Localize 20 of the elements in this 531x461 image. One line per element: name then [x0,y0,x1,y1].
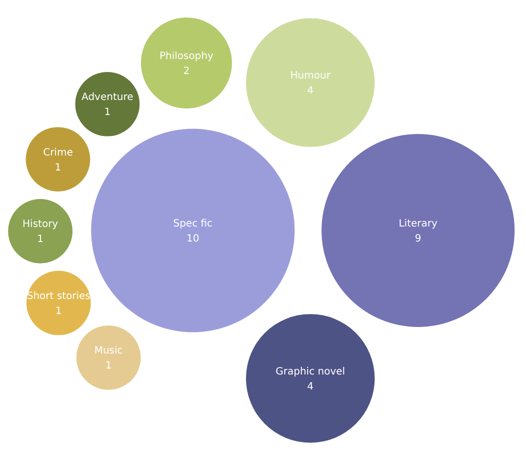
category-label: History [22,219,58,230]
data-label: 1 [104,107,111,118]
data-label: 4 [307,381,314,392]
category-label: Music [94,346,123,357]
data-label: 9 [414,234,422,244]
category-label: Literary [398,218,438,230]
data-label: 1 [55,306,62,317]
category-label: Philosophy [159,51,214,62]
category-label: Spec fic [173,218,213,230]
data-label: 10 [186,234,200,244]
data-label: 1 [105,360,112,372]
data-label: 1 [37,234,44,246]
data-label: 1 [54,162,62,174]
data-label: 4 [307,86,314,97]
category-label: Short stories [26,290,90,302]
category-label: Adventure [82,92,134,104]
category-label: Humour [290,70,332,82]
category-label: Crime [43,147,73,158]
data-label: 2 [183,66,190,78]
category-label: Graphic novel [276,366,346,378]
